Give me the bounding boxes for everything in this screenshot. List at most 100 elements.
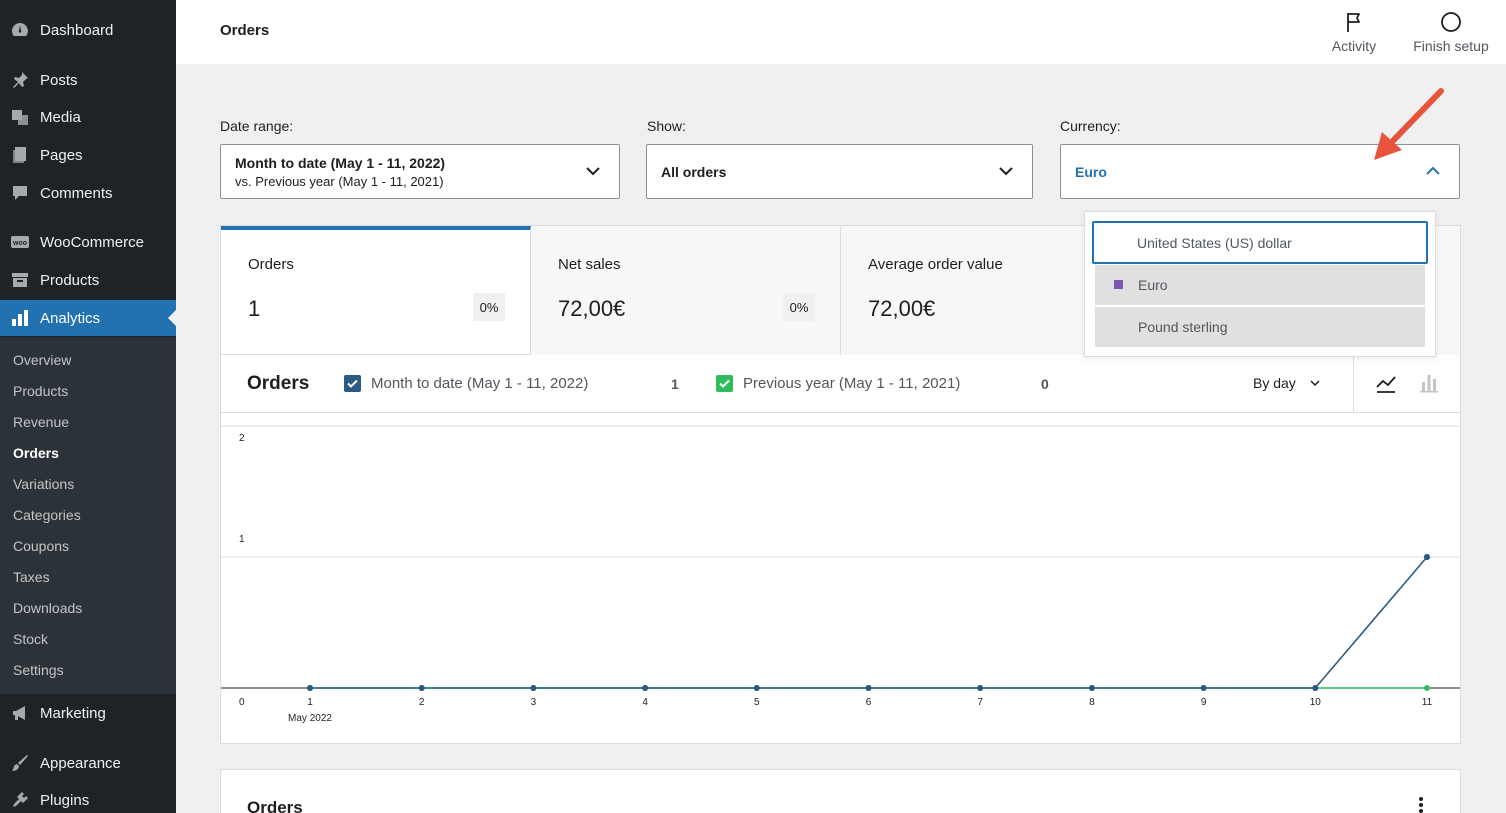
legend-total: 0 <box>1041 376 1049 392</box>
data-point <box>418 685 425 691</box>
menu-label: Media <box>40 108 81 126</box>
data-point <box>753 685 760 691</box>
menu-label: Appearance <box>40 754 121 772</box>
menu-item-woocommerce[interactable]: woo WooCommerce <box>0 224 176 260</box>
selected-marker-icon <box>1114 280 1123 289</box>
date-range-picker[interactable]: Month to date (May 1 - 11, 2022) vs. Pre… <box>220 144 620 199</box>
chart-title: Orders <box>247 373 310 394</box>
x-tick-label: 9 <box>1201 697 1207 708</box>
menu-label: Plugins <box>40 791 90 809</box>
chart-plot: 0 1 2 1 2 3 4 5 6 7 8 9 10 11 May 2022 <box>221 425 1460 724</box>
submenu-products[interactable]: Products <box>13 383 69 399</box>
summary-label: Orders <box>248 256 294 273</box>
data-point <box>1424 685 1430 691</box>
option-label: Pound sterling <box>1138 319 1228 335</box>
woo-icon: woo <box>10 232 30 252</box>
currency-value: Euro <box>1075 164 1107 180</box>
analytics-submenu: Overview Products Revenue Orders Variati… <box>0 337 176 694</box>
submenu-settings[interactable]: Settings <box>13 662 64 678</box>
submenu-coupons[interactable]: Coupons <box>13 538 70 554</box>
menu-item-media[interactable]: Media <box>0 99 176 135</box>
pin-icon <box>10 70 30 90</box>
menu-item-marketing[interactable]: Marketing <box>0 695 176 731</box>
menu-item-dashboard[interactable]: Dashboard <box>0 12 176 48</box>
currency-select[interactable]: Euro <box>1060 144 1460 199</box>
x-tick-label: 8 <box>1089 697 1095 708</box>
page-header: Orders Activity Finish setup <box>176 0 1506 64</box>
menu-item-plugins[interactable]: Plugins <box>0 782 176 813</box>
delta-badge: 0% <box>473 293 505 321</box>
y-tick-label: 0 <box>239 697 245 708</box>
archive-icon <box>10 270 30 290</box>
legend-label: Previous year (May 1 - 11, 2021) <box>743 375 961 392</box>
checkbox-checked-icon <box>344 375 361 392</box>
currency-dropdown-menu: United States (US) dollar Euro Pound ste… <box>1084 211 1436 357</box>
data-point <box>1424 554 1430 560</box>
activity-label: Activity <box>1331 38 1377 54</box>
pages-icon <box>10 145 30 165</box>
chevron-up-icon <box>1425 163 1441 184</box>
interval-select[interactable]: By day <box>1253 375 1320 391</box>
x-tick-label: 4 <box>642 697 648 708</box>
media-icon <box>10 107 30 127</box>
line-chart-icon[interactable] <box>1375 372 1397 399</box>
brush-icon <box>10 753 30 773</box>
y-tick-label: 2 <box>239 433 245 444</box>
submenu-categories[interactable]: Categories <box>13 507 81 523</box>
submenu-revenue[interactable]: Revenue <box>13 414 70 430</box>
flag-icon <box>1344 10 1364 34</box>
option-label: United States (US) dollar <box>1137 234 1292 251</box>
interval-value: By day <box>1253 375 1296 391</box>
submenu-orders[interactable]: Orders <box>13 445 59 461</box>
svg-text:woo: woo <box>12 240 27 247</box>
menu-label: WooCommerce <box>40 233 144 251</box>
submenu-stock[interactable]: Stock <box>13 631 49 647</box>
chart-card: Orders Month to date (May 1 - 11, 2022) … <box>220 355 1461 744</box>
data-point <box>530 685 537 691</box>
x-tick-label: 10 <box>1310 697 1322 708</box>
annotation-arrow-icon <box>1374 88 1444 160</box>
show-select[interactable]: All orders <box>646 144 1033 199</box>
submenu-overview[interactable]: Overview <box>13 352 72 368</box>
submenu-taxes[interactable]: Taxes <box>13 569 50 585</box>
x-tick-label: 1 <box>307 697 313 708</box>
bar-chart-icon[interactable] <box>1419 372 1439 399</box>
x-tick-label: 5 <box>754 697 760 708</box>
legend-item-current[interactable]: Month to date (May 1 - 11, 2022) <box>344 375 588 392</box>
menu-item-comments[interactable]: Comments <box>0 175 176 211</box>
megaphone-icon <box>10 703 30 723</box>
data-point <box>1088 685 1095 691</box>
summary-net-sales[interactable]: Net sales 72,00€ 0% <box>531 226 841 355</box>
x-sublabel: May 2022 <box>288 713 332 724</box>
menu-item-appearance[interactable]: Appearance <box>0 745 176 781</box>
x-tick-label: 2 <box>419 697 425 708</box>
data-point <box>1312 685 1319 691</box>
menu-item-pages[interactable]: Pages <box>0 137 176 173</box>
summary-orders[interactable]: Orders 1 0% <box>221 226 531 355</box>
currency-option-euro[interactable]: Euro <box>1095 265 1425 305</box>
bar-chart-icon <box>10 308 30 328</box>
menu-label: Posts <box>40 71 78 89</box>
menu-item-products[interactable]: Products <box>0 262 176 298</box>
submenu-variations[interactable]: Variations <box>13 476 75 492</box>
data-point <box>642 685 649 691</box>
legend-item-previous[interactable]: Previous year (May 1 - 11, 2021) <box>716 375 960 392</box>
menu-item-posts[interactable]: Posts <box>0 62 176 98</box>
plug-icon <box>10 790 30 810</box>
currency-option-usd[interactable]: United States (US) dollar <box>1092 221 1428 264</box>
summary-value: 72,00€ <box>868 296 936 321</box>
more-vertical-icon[interactable] <box>1418 796 1424 813</box>
menu-label: Dashboard <box>40 21 114 39</box>
finish-setup-label: Finish setup <box>1413 38 1489 54</box>
activity-button[interactable]: Activity <box>1328 10 1380 54</box>
data-point <box>977 685 984 691</box>
finish-setup-button[interactable]: Finish setup <box>1410 10 1492 54</box>
orders-table-card: Orders <box>220 769 1461 813</box>
submenu-downloads[interactable]: Downloads <box>13 600 83 616</box>
chevron-down-icon <box>585 163 601 184</box>
currency-option-gbp[interactable]: Pound sterling <box>1095 307 1425 347</box>
menu-item-analytics[interactable]: Analytics <box>0 300 176 336</box>
table-title: Orders <box>247 798 303 813</box>
series-line <box>310 556 1428 689</box>
chart-header: Orders Month to date (May 1 - 11, 2022) … <box>221 355 1460 413</box>
